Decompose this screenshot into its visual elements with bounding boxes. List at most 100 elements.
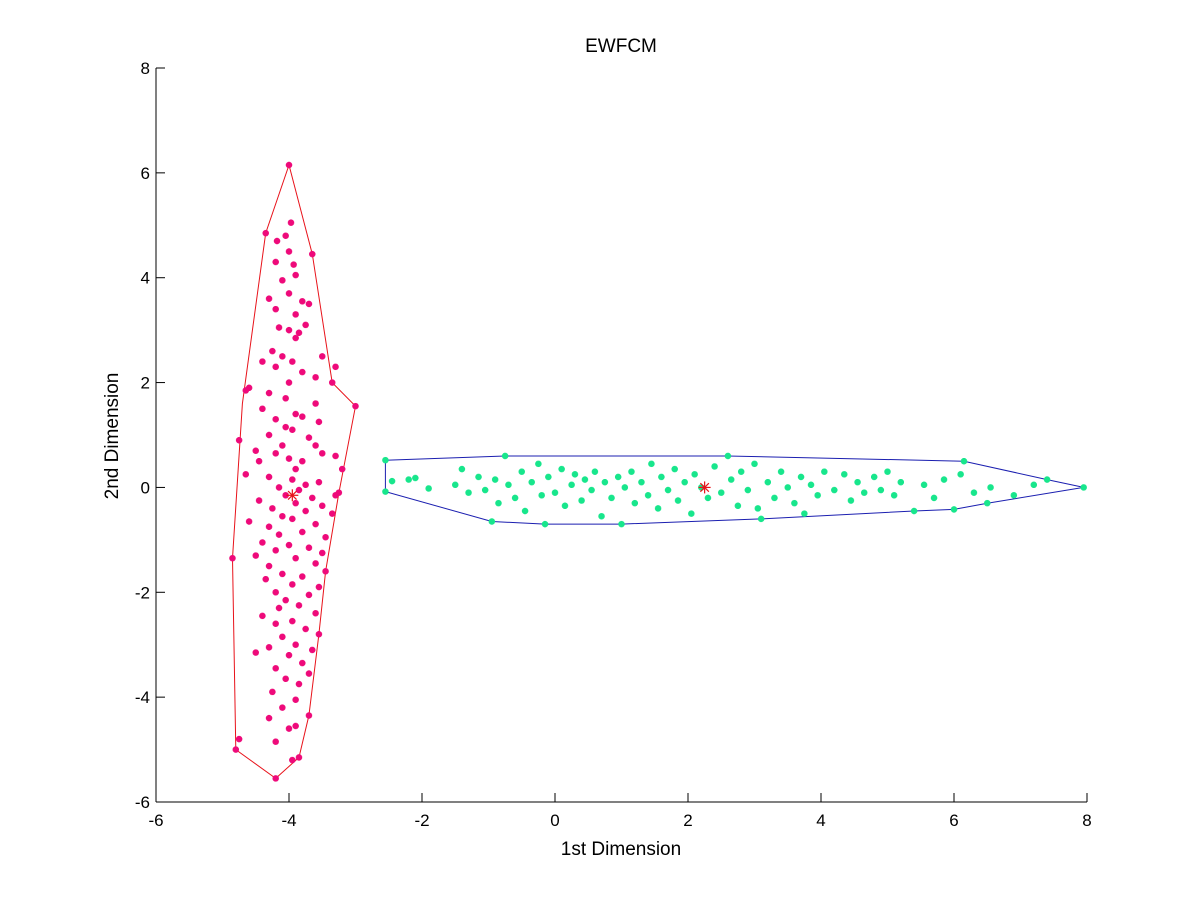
cluster-2-point: [897, 478, 904, 486]
cluster-2-point: [777, 468, 785, 475]
cluster-2-point: [412, 474, 419, 482]
y-tick-label: 6: [141, 164, 150, 183]
cluster-2-point: [738, 468, 745, 475]
cluster-1-point: [272, 305, 279, 313]
cluster-1-point: [285, 541, 293, 549]
cluster-1-point: [292, 499, 299, 507]
cluster-2-point: [488, 518, 496, 525]
cluster-2-point: [910, 507, 918, 515]
x-tick-label: 0: [550, 811, 559, 830]
cluster-2-point: [614, 473, 622, 481]
cluster-1-point: [315, 631, 323, 638]
cluster-1-point: [312, 520, 319, 528]
cluster-1-point: [285, 326, 293, 334]
cluster-2-point: [521, 507, 529, 515]
cluster-1-point: [319, 450, 326, 457]
cluster-2-point: [970, 489, 978, 496]
cluster-2-point: [452, 481, 459, 489]
cluster-1-point: [299, 528, 306, 536]
cluster-1-point: [312, 374, 319, 381]
y-tick-label: 4: [141, 269, 150, 288]
y-tick-label: 8: [141, 59, 150, 78]
cluster-2-point: [821, 468, 828, 475]
cluster-2-point: [654, 505, 662, 512]
cluster-1-point: [242, 387, 249, 394]
cluster-1-point: [282, 596, 289, 604]
cluster-1-point: [299, 573, 306, 580]
cluster-2-point: [957, 471, 964, 478]
cluster-1-point: [252, 649, 259, 656]
cluster-1-point: [235, 735, 243, 743]
cluster-1-point: [305, 670, 313, 677]
cluster-2-point: [784, 484, 791, 491]
cluster-1-center: [286, 489, 299, 502]
cluster-1-point: [282, 395, 289, 402]
cluster-1-point: [319, 549, 326, 557]
cluster-1-point: [255, 458, 263, 465]
cluster-2-point: [711, 463, 718, 470]
cluster-1-point: [295, 486, 303, 494]
cluster-2-point: [984, 499, 991, 507]
cluster-1-point: [265, 295, 273, 302]
cluster-2-point: [877, 486, 885, 494]
cluster-2-point: [598, 513, 605, 520]
cluster-1-point: [352, 402, 359, 410]
cluster-2-point: [724, 452, 732, 460]
cluster-2-point: [518, 468, 525, 475]
cluster-1-point: [285, 455, 293, 462]
cluster-1-point: [329, 379, 336, 386]
cluster-1-point: [287, 219, 295, 226]
cluster-2-point: [1010, 492, 1018, 499]
cluster-1-point: [312, 442, 319, 449]
cluster-2-point: [831, 486, 838, 494]
cluster-1-point: [299, 659, 306, 667]
cluster-centers: [286, 481, 711, 502]
cluster-1-point: [229, 555, 236, 562]
cluster-1-point: [285, 290, 293, 297]
cluster-2-point: [890, 492, 898, 499]
cluster-2-point: [511, 494, 519, 502]
cluster-2-point: [644, 492, 652, 499]
cluster-2-point: [814, 492, 821, 499]
plot-axes: -6 -4 -2 0 2 4 6 8 -6 -4 -2 0 2 4 6 8: [135, 59, 1092, 830]
cluster-1-point: [295, 754, 303, 761]
cluster-1-point: [309, 250, 316, 258]
cluster-1-point: [315, 583, 323, 591]
cluster-2-point: [648, 460, 655, 468]
cluster-1-point: [282, 232, 289, 239]
cluster-1-point: [292, 334, 299, 342]
cluster-2-point: [871, 473, 878, 481]
cluster-1-point: [275, 324, 283, 331]
cluster-1-point: [259, 358, 266, 365]
cluster-1-point: [272, 738, 279, 745]
cluster-2-point: [538, 492, 545, 499]
cluster-1-point: [289, 515, 296, 523]
cluster-1-point: [265, 562, 273, 570]
cluster-1-point: [272, 450, 279, 457]
cluster-1-point: [289, 476, 296, 483]
cluster-2-point: [674, 497, 682, 504]
chart-title: EWFCM: [585, 36, 657, 57]
cluster-1-point: [295, 602, 303, 609]
cluster-2-point: [861, 489, 868, 496]
cluster-1-point: [322, 534, 329, 541]
cluster-1-point: [315, 418, 323, 426]
cluster-2-point: [545, 473, 552, 481]
cluster-1-point: [289, 581, 296, 588]
cluster-1-point: [292, 696, 299, 703]
cluster-1-point: [305, 544, 313, 551]
cluster-1-point: [319, 353, 326, 360]
cluster-1-point: [299, 298, 306, 305]
cluster-1-point: [319, 502, 326, 509]
x-tick-label: -4: [281, 811, 296, 830]
cluster-1-point: [292, 641, 299, 648]
cluster-2-point: [388, 477, 396, 485]
y-tick-label: 0: [141, 478, 150, 497]
cluster-1-point: [282, 423, 289, 431]
cluster-1-point: [272, 363, 279, 371]
cluster-1-point: [272, 258, 279, 266]
cluster-1-point: [305, 591, 313, 599]
cluster-2-point: [382, 456, 389, 464]
cluster-2-point: [608, 494, 615, 502]
x-tick-label: -2: [414, 811, 429, 830]
